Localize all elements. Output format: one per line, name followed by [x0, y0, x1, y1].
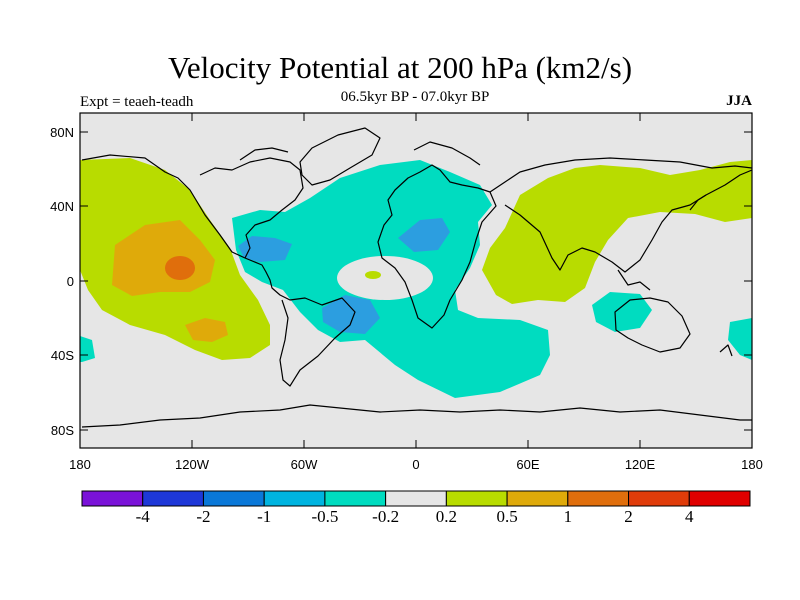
lon-label-60e: 60E — [516, 457, 539, 472]
colorbar-box-8 — [567, 490, 630, 507]
positive-spot-atlantic — [365, 271, 381, 279]
colorbar — [81, 490, 751, 507]
colorbar-label-4: -0.2 — [372, 507, 400, 526]
lat-label-40n: 40N — [50, 199, 74, 214]
period-subtitle: 06.5kyr BP - 07.0kyr BP — [340, 89, 490, 105]
colorbar-label-9: 4 — [685, 507, 694, 526]
colorbar-box-0 — [81, 490, 144, 507]
lon-labels: 180 120W 60W 0 60E 120E 180 — [69, 457, 763, 472]
lat-label-80s: 80S — [51, 423, 74, 438]
colorbar-label-2: -1 — [257, 507, 272, 526]
lon-label-120w: 120W — [175, 457, 210, 472]
positive-region-asia — [482, 160, 752, 304]
negative-region-southwest-pacific — [592, 292, 652, 332]
experiment-label: Expt = teaeh-teadh — [80, 94, 194, 110]
lon-label-0: 0 — [412, 457, 419, 472]
page-title: Velocity Potential at 200 hPa (km2/s) — [167, 50, 633, 85]
coastlines — [81, 127, 752, 428]
lat-label-0: 0 — [67, 274, 74, 289]
colorbar-label-6: 0.5 — [496, 507, 518, 526]
season-label: JJA — [726, 93, 752, 109]
map-field — [80, 113, 752, 448]
lat-label-40s: 40S — [51, 348, 74, 363]
lat-label-80n: 80N — [50, 125, 74, 140]
positive-region-pacific-south — [185, 318, 228, 342]
colorbar-label-5: 0.2 — [435, 507, 457, 526]
positive-max-pacific — [165, 256, 195, 280]
colorbar-box-9 — [628, 490, 690, 507]
lon-label-180w: 180 — [69, 457, 91, 472]
lon-label-180e: 180 — [741, 457, 763, 472]
lon-label-60w: 60W — [291, 457, 318, 472]
lon-axis — [79, 113, 753, 448]
colorbar-label-8: 2 — [624, 507, 633, 526]
colorbar-box-3 — [263, 490, 326, 507]
negative-region-east-edge — [728, 318, 752, 360]
colorbar-box-2 — [202, 490, 265, 507]
colorbar-box-7 — [506, 490, 569, 507]
colorbar-label-1: -2 — [196, 507, 211, 526]
lat-labels: 80N 40N 0 40S 80S — [50, 125, 74, 438]
colorbar-label-0: -4 — [135, 507, 150, 526]
colorbar-box-4 — [324, 490, 387, 507]
negative-strong-africa — [398, 218, 450, 252]
colorbar-label-3: -0.5 — [311, 507, 339, 526]
colorbar-box-10 — [688, 490, 751, 507]
colorbar-label-7: 1 — [563, 507, 573, 526]
colorbar-box-1 — [142, 490, 204, 507]
colorbar-box-6 — [445, 490, 508, 507]
colorbar-box-5 — [385, 490, 447, 507]
negative-strong-caribbean — [238, 236, 292, 262]
negative-strong-south-america — [322, 295, 380, 334]
lat-axis — [80, 131, 752, 431]
negative-hole-tropical-atlantic — [337, 256, 433, 300]
lon-label-120e: 120E — [625, 457, 656, 472]
